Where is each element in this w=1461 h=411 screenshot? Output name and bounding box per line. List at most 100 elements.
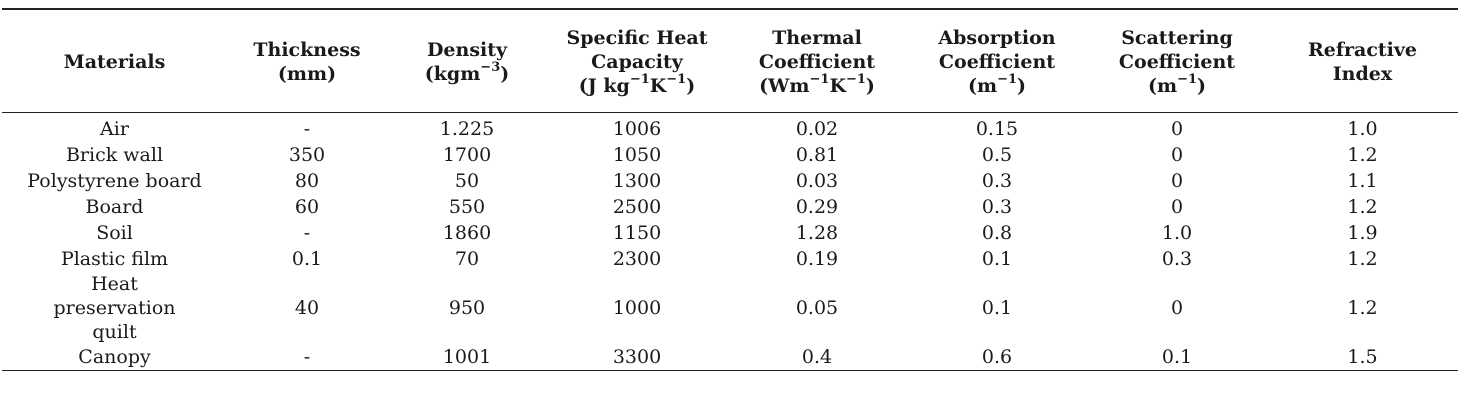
table-cell: 1.0 [1161, 221, 1193, 244]
header-line: Thickness [253, 39, 361, 61]
table-cell: 1.0 [1347, 117, 1378, 140]
table-cell: 0.6 [981, 345, 1013, 368]
table-cell: 0.1 [291, 247, 323, 270]
table-cell: 1050 [612, 143, 662, 166]
header-line: (kgm−3) [424, 59, 510, 85]
table-cell: 0 [1170, 297, 1184, 319]
table-cell: 1300 [612, 169, 662, 192]
header-line: (m−1) [967, 71, 1027, 97]
table-cell: 1.2 [1347, 195, 1378, 218]
table-cell: Heat preservation quilt [53, 273, 176, 343]
materials-properties-table: Materials Thickness (mm) Density (kgm−3)… [2, 8, 1458, 371]
header-line: Coefficient [758, 51, 876, 73]
header-density: Density (kgm−3) [387, 9, 547, 113]
table-cell: 0.05 [795, 297, 839, 319]
table-row: Polystyrene board 80 50 1300 0.03 0.3 0 … [2, 168, 1458, 194]
header-line: Density [426, 39, 508, 61]
header-line: Specific Heat [566, 27, 708, 49]
header-line: (m−1) [1147, 71, 1207, 97]
header-specific-heat-capacity: Specific Heat Capacity (J kg−1K−1) [547, 9, 727, 113]
header-scattering-coefficient: Scattering Coefficient (m−1) [1087, 9, 1267, 113]
table-cell: 1006 [612, 117, 662, 140]
header-line: Absorption [938, 27, 1056, 49]
table-cell: 1860 [442, 221, 492, 244]
table-cell: 0.1 [981, 297, 1013, 319]
table-cell: 0.4 [801, 345, 833, 368]
table-row: Board 60 550 2500 0.29 0.3 0 1.2 [2, 194, 1458, 220]
table-cell: 1700 [442, 143, 492, 166]
header-line: (mm) [277, 63, 337, 85]
table-cell: 1.2 [1347, 297, 1378, 319]
table-cell: 40 [294, 297, 320, 319]
header-line: Scattering [1121, 27, 1233, 49]
header-refractive-index: Refractive Index [1267, 9, 1458, 113]
table-row: Brick wall 350 1700 1050 0.81 0.5 0 1.2 [2, 142, 1458, 168]
header-line: Coefficient [1118, 51, 1236, 73]
table-cell: Board [85, 195, 144, 218]
table-cell: 0 [1170, 169, 1184, 192]
table-cell: Canopy [78, 345, 151, 368]
table-row: Canopy - 1001 3300 0.4 0.6 0.1 1.5 [2, 344, 1458, 371]
table-cell: 950 [448, 297, 486, 319]
table-cell: 0.02 [795, 117, 839, 140]
table-cell: - [303, 345, 311, 368]
table-cell: 0.3 [981, 195, 1013, 218]
table-cell: 80 [294, 169, 320, 192]
table-cell: 0.1 [1161, 345, 1193, 368]
header-line: Refractive [1307, 39, 1418, 61]
table-cell: 1.2 [1347, 247, 1378, 270]
header-materials: Materials [2, 9, 227, 113]
table-cell: 1150 [612, 221, 662, 244]
table-cell: 0.3 [1161, 247, 1193, 270]
table-row: Air - 1.225 1006 0.02 0.15 0 1.0 [2, 113, 1458, 143]
table-cell: - [303, 221, 311, 244]
header-thermal-coefficient: Thermal Coefficient (Wm−1K−1) [727, 9, 907, 113]
table-row: Heat preservation quilt 40 950 1000 0.05… [2, 272, 1458, 344]
table-cell: 0.8 [981, 221, 1013, 244]
table-body: Air - 1.225 1006 0.02 0.15 0 1.0 Brick w… [2, 113, 1458, 371]
table-cell: 1.225 [439, 117, 495, 140]
table-cell: 0.1 [981, 247, 1013, 270]
header-line: Coefficient [938, 51, 1056, 73]
header-line: Thermal [772, 27, 862, 49]
table-header: Materials Thickness (mm) Density (kgm−3)… [2, 9, 1458, 113]
table-cell: 50 [454, 169, 480, 192]
table-cell: 1001 [442, 345, 492, 368]
table-cell: 1.5 [1347, 345, 1378, 368]
table-cell: 3300 [612, 345, 662, 368]
table-cell: 0.03 [795, 169, 839, 192]
table-cell: Soil [96, 221, 133, 244]
table-cell: 2500 [612, 195, 662, 218]
table-cell: 0.81 [795, 143, 839, 166]
header-row: Materials Thickness (mm) Density (kgm−3)… [2, 9, 1458, 113]
table-cell: 0 [1170, 195, 1184, 218]
header-thickness: Thickness (mm) [227, 9, 387, 113]
table-cell: 0.5 [981, 143, 1013, 166]
table-cell: Air [100, 117, 129, 140]
table-cell: 1.9 [1347, 221, 1378, 244]
table-cell: 0.29 [795, 195, 839, 218]
table-cell: Polystyrene board [27, 169, 202, 192]
table-cell: 1.28 [795, 221, 839, 244]
table-cell: 0.19 [795, 247, 839, 270]
table-cell: 60 [294, 195, 320, 218]
table-cell: 70 [454, 247, 480, 270]
header-line: Index [1332, 63, 1393, 85]
table-cell: 0 [1170, 117, 1184, 140]
table-cell: - [303, 117, 311, 140]
header-line: (Wm−1K−1) [759, 71, 875, 97]
table-cell: 0.15 [975, 117, 1019, 140]
header-line: Materials [63, 51, 166, 73]
table-row: Soil - 1860 1150 1.28 0.8 1.0 1.9 [2, 220, 1458, 246]
header-absorption-coefficient: Absorption Coefficient (m−1) [907, 9, 1087, 113]
table-cell: 1000 [612, 297, 662, 319]
table-cell: 0 [1170, 143, 1184, 166]
table-row: Plastic film 0.1 70 2300 0.19 0.1 0.3 1.… [2, 246, 1458, 272]
table-cell: 0.3 [981, 169, 1013, 192]
header-line: Capacity [591, 51, 683, 73]
table-cell: Brick wall [65, 143, 164, 166]
table-cell: 1.1 [1347, 169, 1378, 192]
table-cell: Plastic film [60, 247, 169, 270]
table-cell: 550 [448, 195, 486, 218]
header-line: (J kg−1K−1) [578, 71, 696, 97]
